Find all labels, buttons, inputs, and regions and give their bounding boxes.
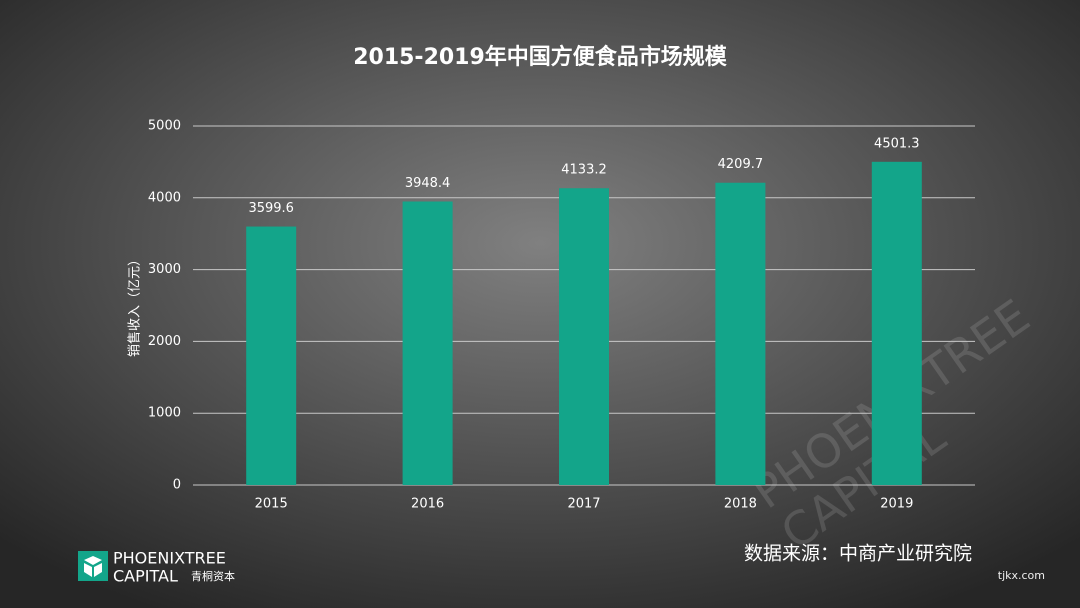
bar: [559, 188, 609, 485]
x-tick-label: 2016: [411, 497, 444, 512]
x-tick-label: 2017: [567, 497, 600, 512]
x-tick-label: 2018: [724, 497, 757, 512]
x-tick-label: 2015: [255, 497, 288, 512]
y-tick-label: 3000: [148, 262, 181, 277]
x-tick-label: 2019: [880, 497, 913, 512]
value-label: 4133.2: [561, 163, 607, 178]
bar: [246, 226, 297, 486]
logo: PHOENIXTREE CAPITAL 青桐资本: [78, 549, 235, 586]
value-label: 4501.3: [874, 136, 920, 151]
y-tick-label: 0: [173, 478, 181, 493]
value-label: 4209.7: [718, 157, 764, 172]
logo-text: CAPITAL: [113, 567, 178, 586]
logo-text: 青桐资本: [191, 569, 235, 583]
watermark: tjkx.com: [998, 569, 1045, 582]
y-tick-label: 1000: [148, 406, 181, 421]
y-axis-label: 销售收入（亿元）: [127, 253, 143, 357]
logo-text: PHOENIXTREE: [113, 549, 226, 568]
logo-glyph: [84, 556, 102, 577]
y-tick-label: 4000: [148, 190, 181, 205]
y-tick-label: 2000: [148, 334, 181, 349]
value-label: 3599.6: [248, 201, 294, 216]
logo-icon: [78, 551, 108, 581]
bar: [402, 201, 453, 485]
source: 数据来源：中商产业研究院: [744, 543, 972, 565]
y-tick-label: 5000: [148, 119, 181, 134]
chart-title: 2015-2019年中国方便食品市场规模: [353, 44, 728, 70]
bar: [871, 161, 922, 486]
value-label: 3948.4: [405, 176, 451, 191]
bar: [715, 182, 766, 486]
